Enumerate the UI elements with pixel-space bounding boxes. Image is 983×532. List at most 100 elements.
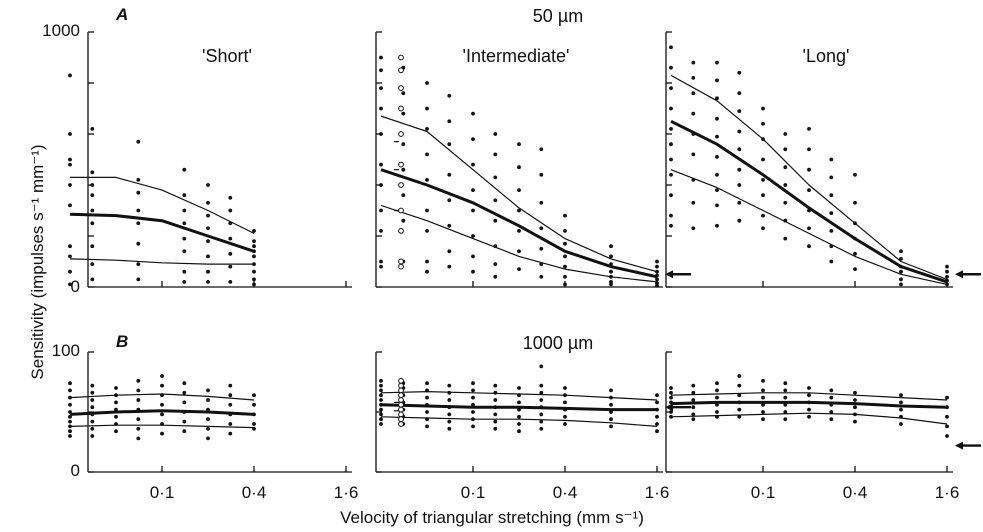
data-point <box>517 414 521 419</box>
data-point <box>517 165 521 170</box>
data-point <box>609 388 613 393</box>
open-point <box>398 67 404 74</box>
data-point <box>136 208 141 213</box>
data-point <box>401 111 406 116</box>
data-point <box>715 134 719 139</box>
data-point <box>563 422 567 426</box>
series-line-upper <box>670 74 948 280</box>
data-point <box>379 55 383 60</box>
x-tick-label: 0·1 <box>461 483 486 502</box>
data-point <box>493 419 498 424</box>
data-point <box>379 407 383 412</box>
data-point <box>853 267 857 271</box>
data-point <box>899 257 903 261</box>
data-point <box>669 386 673 390</box>
data-point <box>136 388 141 393</box>
column-title-intermediate: 'Intermediate' <box>463 46 570 66</box>
data-point <box>471 234 475 238</box>
data-point <box>945 269 949 274</box>
data-point <box>68 429 72 434</box>
data-point <box>829 175 834 180</box>
data-point <box>761 388 765 393</box>
open-point <box>398 258 404 265</box>
data-point <box>182 249 187 254</box>
data-point <box>90 426 95 431</box>
data-point <box>655 259 659 264</box>
data-point <box>609 417 613 422</box>
data-point <box>206 388 210 393</box>
data-point <box>68 434 72 438</box>
data-point <box>114 400 118 405</box>
data-point <box>401 193 406 198</box>
data-point <box>609 244 613 249</box>
series-line-mean <box>69 409 255 416</box>
open-point <box>398 207 404 214</box>
data-point <box>379 264 383 269</box>
series-line-upper <box>670 392 948 401</box>
data-point <box>252 269 256 274</box>
open-point <box>398 182 404 188</box>
data-point <box>401 218 406 223</box>
data-point <box>691 417 696 422</box>
data-point <box>425 410 429 414</box>
data-point <box>493 198 498 203</box>
data-point <box>945 414 949 419</box>
data-point <box>807 167 811 172</box>
data-point <box>669 106 673 111</box>
data-point <box>493 398 498 402</box>
data-point <box>136 178 141 182</box>
data-point <box>829 395 834 400</box>
open-point <box>398 397 404 403</box>
data-point <box>563 213 567 218</box>
data-point <box>182 193 187 198</box>
data-point <box>945 264 949 269</box>
data-point <box>655 422 659 426</box>
series-line-mean <box>670 400 948 409</box>
data-point <box>136 378 141 383</box>
data-point <box>471 137 475 142</box>
data-point <box>182 236 187 241</box>
series-line-lower <box>69 424 255 429</box>
data-point <box>68 73 72 78</box>
data-point <box>182 280 187 284</box>
data-point <box>517 208 521 213</box>
data-point <box>669 142 673 147</box>
open-point <box>398 105 404 112</box>
data-point <box>90 390 95 395</box>
data-point <box>206 213 210 218</box>
data-point <box>609 424 613 429</box>
data-point <box>715 395 719 400</box>
data-point <box>447 249 452 254</box>
data-point <box>401 167 406 172</box>
data-point <box>447 264 452 269</box>
data-point <box>90 170 95 175</box>
data-point <box>715 203 719 208</box>
data-point <box>425 126 429 131</box>
data-point <box>447 398 452 402</box>
data-point <box>425 259 429 264</box>
data-point <box>379 132 383 136</box>
data-point <box>206 417 210 422</box>
data-point <box>379 422 383 426</box>
row-b-ytick-top: 100 <box>52 341 80 360</box>
data-point <box>471 424 475 429</box>
data-point <box>471 208 475 213</box>
series-line-upper <box>380 115 658 273</box>
data-point <box>68 183 72 187</box>
data-point <box>252 282 256 287</box>
data-point <box>182 429 187 434</box>
y-axis-label: Sensitivity (impulses s⁻¹ mm⁻¹) <box>28 144 47 379</box>
panel-letter-a: A <box>115 5 128 24</box>
data-point <box>182 221 187 226</box>
data-point <box>379 162 383 167</box>
data-point <box>655 414 659 419</box>
data-point <box>493 152 498 157</box>
data-point <box>252 402 256 407</box>
data-point <box>206 426 210 431</box>
data-point <box>471 269 475 274</box>
data-point <box>783 147 788 152</box>
data-point <box>182 381 187 386</box>
data-point <box>90 398 95 402</box>
data-point <box>425 81 429 85</box>
data-point <box>655 400 659 405</box>
